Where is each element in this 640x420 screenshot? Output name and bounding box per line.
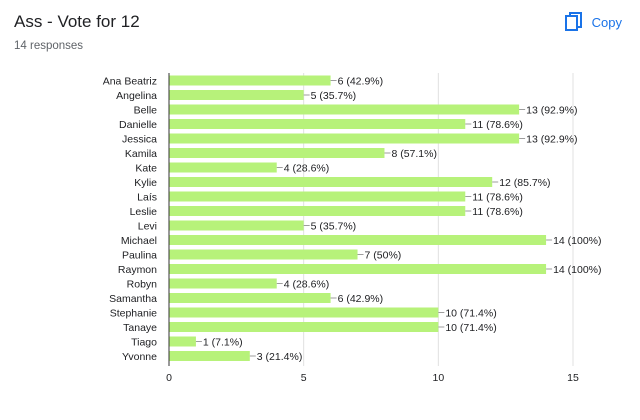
value-label: 11 (78.6%)	[472, 119, 523, 131]
bar	[169, 307, 439, 318]
category-label: Stephanie	[110, 308, 157, 320]
bar	[169, 177, 493, 187]
value-label: 11 (78.6%)	[472, 192, 523, 204]
value-label: 5 (35.7%)	[311, 221, 357, 233]
category-label: Ana Beatriz	[103, 76, 157, 88]
category-label: Yvonne	[122, 351, 157, 363]
category-label: Kate	[135, 163, 157, 175]
bar	[169, 264, 547, 274]
bar	[169, 235, 547, 245]
category-label: Kamila	[125, 148, 157, 160]
value-label: 6 (42.9%)	[338, 293, 384, 305]
bar	[169, 119, 466, 129]
category-label: Laís	[137, 192, 157, 204]
category-label: Tiago	[131, 337, 157, 349]
category-label: Belle	[134, 105, 158, 117]
category-label: Levi	[138, 221, 157, 233]
value-label: 10 (71.4%)	[445, 322, 496, 334]
value-label: 13 (92.9%)	[526, 134, 577, 146]
bar	[169, 75, 331, 86]
bar	[169, 278, 277, 289]
x-tick-label: 10	[432, 372, 444, 384]
category-label: Tanaye	[123, 322, 157, 334]
bar	[169, 90, 304, 100]
bar	[169, 220, 304, 231]
category-label: Angelina	[116, 90, 157, 102]
category-label: Robyn	[127, 279, 158, 291]
value-label: 5 (35.7%)	[311, 90, 357, 102]
category-label: Danielle	[119, 119, 157, 131]
value-label: 7 (50%)	[365, 250, 402, 262]
bar	[169, 322, 439, 332]
bar	[169, 336, 196, 347]
bar	[169, 206, 466, 216]
value-label: 8 (57.1%)	[391, 148, 437, 160]
value-label: 11 (78.6%)	[472, 206, 523, 218]
value-label: 10 (71.4%)	[445, 308, 496, 320]
copy-icon	[564, 11, 584, 33]
value-label: 4 (28.6%)	[284, 163, 330, 175]
value-label: 1 (7.1%)	[203, 337, 243, 349]
value-label: 3 (21.4%)	[257, 351, 303, 363]
bar	[169, 191, 466, 202]
x-tick-label: 15	[567, 372, 579, 384]
value-label: 13 (92.9%)	[526, 105, 577, 117]
copy-button[interactable]: Copy	[558, 8, 628, 36]
bar	[169, 162, 277, 173]
page-title: Ass - Vote for 12	[14, 12, 140, 31]
bar	[169, 249, 358, 260]
value-label: 4 (28.6%)	[284, 279, 330, 291]
value-label: 14 (100%)	[553, 264, 601, 276]
x-tick-label: 0	[166, 372, 172, 384]
value-label: 12 (85.7%)	[499, 177, 550, 189]
x-tick-label: 5	[301, 372, 307, 384]
bar	[169, 351, 250, 361]
category-label: Samantha	[109, 293, 157, 305]
value-label: 14 (100%)	[553, 235, 601, 247]
copy-label: Copy	[591, 14, 622, 30]
response-count: 14 responses	[14, 40, 84, 52]
bar	[169, 293, 331, 303]
bar	[169, 104, 520, 115]
category-label: Jessica	[122, 134, 157, 146]
category-label: Raymon	[118, 264, 157, 276]
category-label: Kylie	[134, 177, 157, 189]
value-label: 6 (42.9%)	[338, 76, 384, 88]
category-label: Michael	[121, 235, 157, 247]
bar	[169, 133, 520, 144]
category-label: Paulina	[122, 250, 157, 262]
category-label: Leslie	[130, 206, 158, 218]
bar	[169, 148, 385, 158]
